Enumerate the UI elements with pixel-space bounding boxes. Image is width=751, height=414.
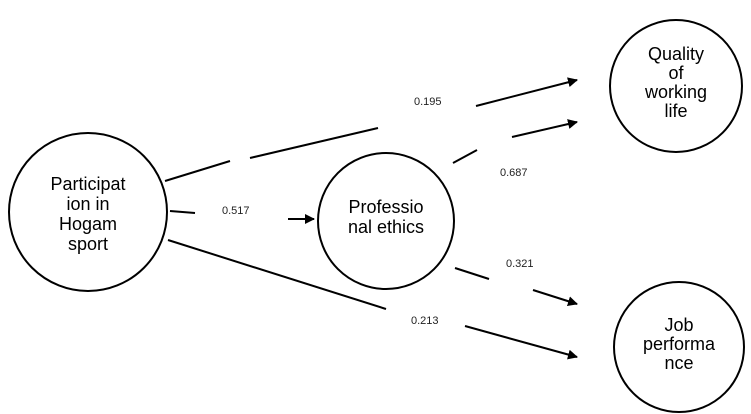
node-label-line: life (664, 101, 687, 121)
edge-label-ethics-performance: 0.321 (506, 258, 534, 270)
node-job-performance: Job performa nce (613, 281, 745, 413)
edge-label-participation-quality: 0.195 (414, 96, 442, 108)
node-label-line: ion in (66, 194, 109, 214)
edge-label-participation-ethics: 0.517 (222, 205, 250, 217)
node-professional-ethics: Professio nal ethics (317, 152, 455, 290)
node-participation: Participat ion in Hogam sport (8, 132, 168, 292)
node-quality-of-working-life: Quality of working life (609, 19, 743, 153)
edge-participation-to-ethics: 0.517 (169, 205, 315, 224)
node-label-line: Quality (648, 44, 704, 64)
node-label-line: performa (643, 334, 716, 354)
node-label-line: Job (664, 315, 693, 335)
node-label-line: nce (664, 353, 693, 373)
node-label-line: Hogam (59, 214, 117, 234)
node-label-line: sport (68, 234, 108, 254)
node-label-line: of (668, 63, 684, 83)
node-label-line: working (644, 82, 707, 102)
node-label-line: Professio (348, 197, 423, 217)
edge-ethics-to-performance: 0.321 (454, 258, 578, 307)
edge-participation-to-performance: 0.213 (167, 239, 578, 360)
edge-label-participation-performance: 0.213 (411, 315, 439, 327)
edge-ethics-to-quality: 0.687 (452, 119, 578, 179)
edge-label-ethics-quality: 0.687 (500, 167, 528, 179)
edge-participation-to-quality: 0.195 (164, 77, 578, 182)
node-label-line: Participat (50, 174, 125, 194)
node-label-line: nal ethics (348, 217, 424, 237)
